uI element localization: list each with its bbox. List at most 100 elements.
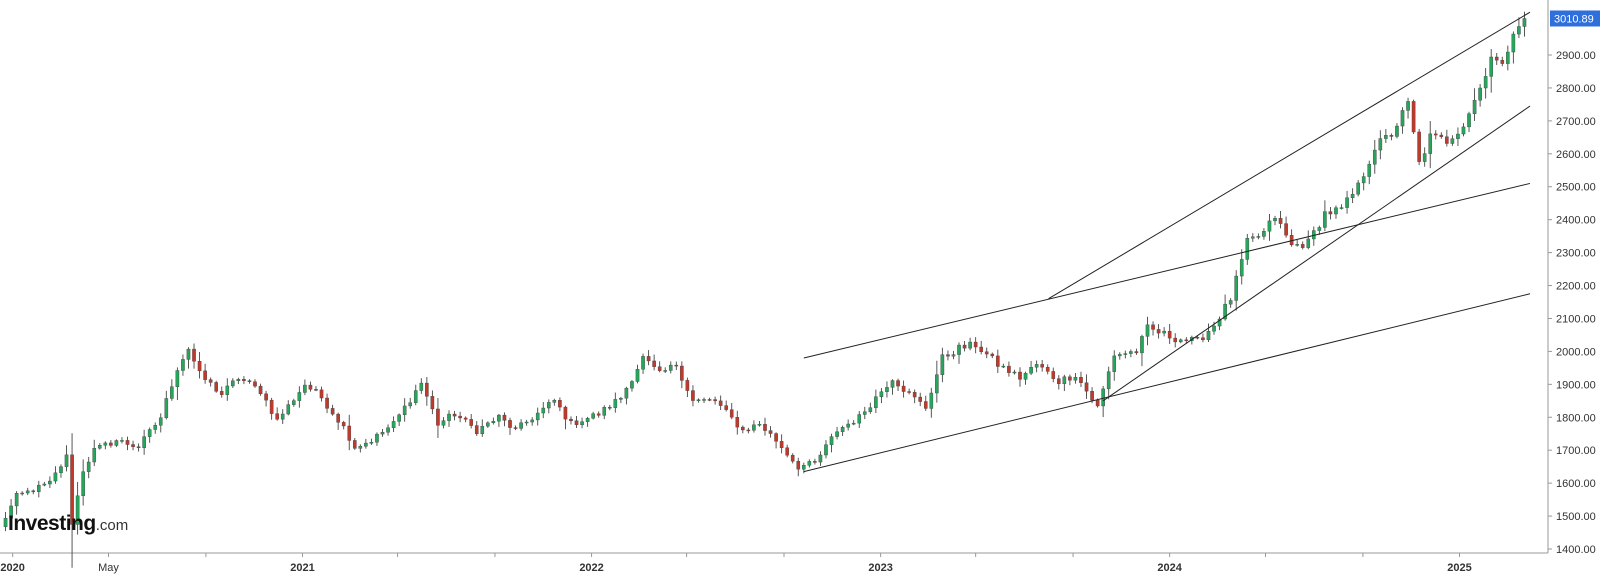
candle-body (973, 341, 978, 348)
candle-body (607, 407, 612, 409)
candle (147, 427, 152, 443)
candle-body (1511, 33, 1516, 53)
candle-body (413, 390, 418, 403)
candle (635, 364, 640, 384)
candle (574, 415, 579, 429)
candle-body (136, 446, 141, 448)
candle-body (158, 417, 163, 426)
candle-body (75, 495, 80, 525)
candle-body (1278, 218, 1283, 224)
candle-body (1012, 371, 1017, 374)
candle-body (1411, 101, 1416, 133)
candle-body (1234, 275, 1238, 301)
candle-body (181, 359, 185, 371)
candle (336, 412, 340, 430)
candle (990, 352, 995, 359)
candle (3, 512, 8, 532)
candle-body (1201, 337, 1205, 341)
candle-body (696, 399, 701, 401)
candle-body (1295, 244, 1299, 246)
candle-body (125, 440, 130, 445)
candle-body (702, 399, 706, 401)
candle (785, 444, 789, 458)
candle (142, 429, 146, 455)
candle (114, 439, 119, 448)
candle-body (929, 392, 934, 409)
candle-body (840, 427, 845, 432)
candle (197, 352, 202, 379)
candle-body (1467, 113, 1471, 128)
candle (613, 392, 618, 413)
candle-body (3, 518, 8, 527)
candle (630, 380, 634, 392)
candle-body (691, 390, 695, 401)
candle (1489, 49, 1493, 93)
candle (413, 384, 418, 406)
candle-body (109, 442, 113, 446)
candle (746, 427, 751, 434)
candle (1106, 366, 1111, 400)
candle (1023, 371, 1028, 385)
candle-body (857, 414, 862, 424)
candle (674, 361, 679, 370)
candle (813, 458, 817, 465)
candle-body (1206, 331, 1211, 341)
candle-body (48, 480, 52, 485)
candle (14, 491, 19, 515)
candle-body (668, 364, 673, 371)
candle-body (890, 380, 895, 388)
candle (1156, 324, 1161, 339)
x-tick-label: 2020 (0, 562, 24, 574)
candle (181, 354, 185, 376)
candle (1350, 188, 1355, 204)
candle-body (1262, 231, 1266, 237)
candle-body (1129, 351, 1133, 354)
candle (1500, 56, 1505, 67)
candle (757, 420, 762, 427)
candle-body (491, 421, 496, 424)
candle (131, 440, 135, 451)
candle-body (1101, 388, 1105, 407)
candle-body (1057, 378, 1061, 384)
candle (824, 440, 828, 459)
candle-body (524, 421, 529, 424)
y-tick-label: 2200.00 (1556, 281, 1596, 293)
y-tick-label: 2900.00 (1556, 50, 1596, 62)
candle (1173, 333, 1178, 348)
candle (1517, 17, 1521, 39)
candle (547, 399, 551, 414)
candle-body (1040, 364, 1044, 368)
candle-body (541, 407, 546, 414)
candle-body (59, 466, 63, 474)
candle-body (25, 490, 30, 494)
y-tick-label: 1400.00 (1556, 544, 1596, 556)
candle-body (42, 483, 47, 486)
candle-body (818, 454, 823, 463)
candle-body (1079, 377, 1083, 383)
candle (768, 426, 773, 438)
candle (92, 439, 97, 467)
candle (375, 432, 379, 446)
candle-body (1334, 207, 1338, 215)
candle-body (946, 354, 950, 357)
candle (1051, 367, 1056, 383)
candle-body (940, 354, 945, 375)
candle (497, 413, 501, 427)
candle (109, 440, 113, 448)
candle (929, 387, 934, 418)
candle-body (990, 353, 995, 357)
candle-body (1068, 376, 1072, 381)
candle (713, 396, 717, 405)
candle-body (896, 380, 900, 387)
candle-body (164, 398, 169, 418)
candle-body (142, 436, 146, 448)
candle (868, 402, 873, 414)
candle (652, 354, 656, 371)
candle-body (1007, 365, 1011, 373)
candle (136, 443, 141, 452)
candle-body (1406, 101, 1410, 111)
candle-body (64, 454, 69, 467)
candle (1361, 172, 1366, 191)
candle (20, 491, 24, 496)
candle (1178, 338, 1183, 344)
